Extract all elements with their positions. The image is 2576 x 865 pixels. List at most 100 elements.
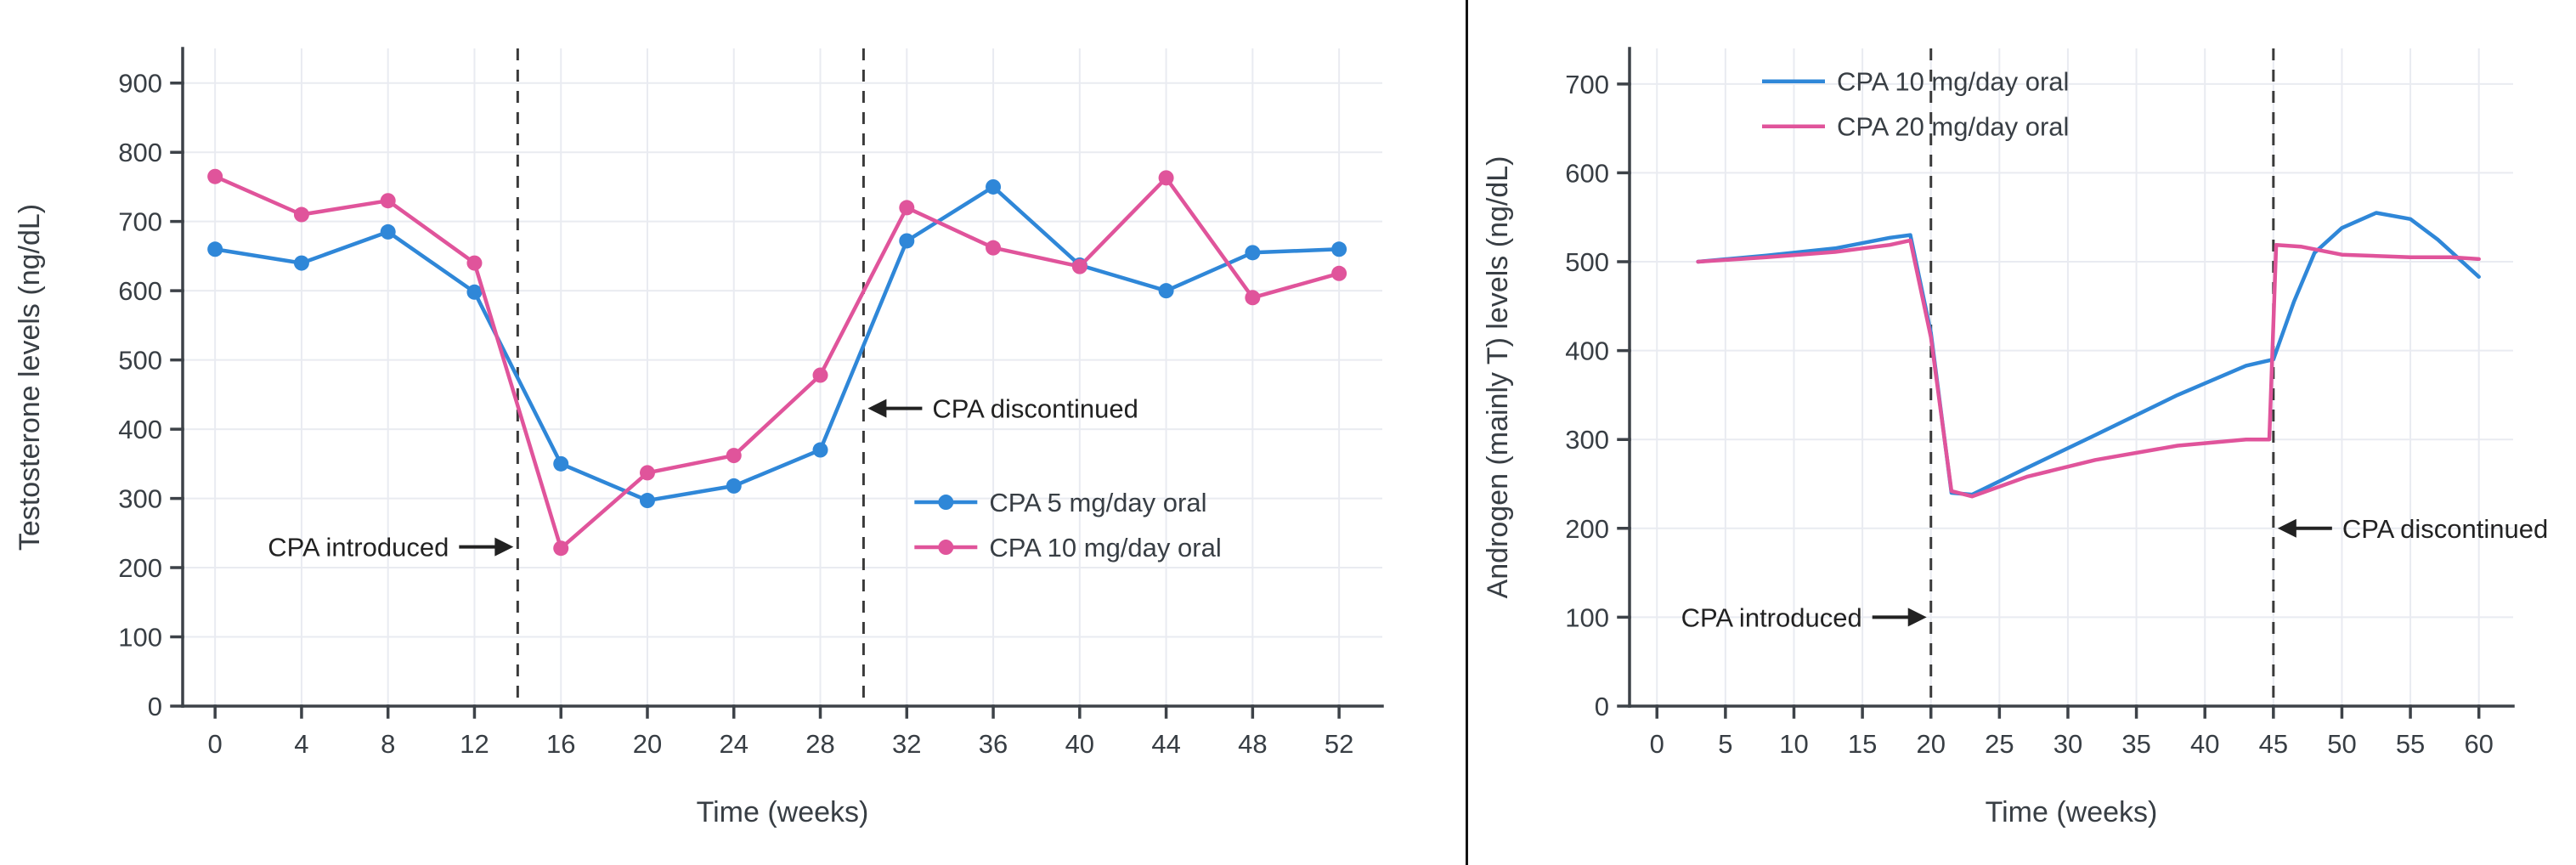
data-point-marker bbox=[1331, 265, 1347, 281]
y-tick-label: 600 bbox=[118, 276, 162, 306]
annotation-arrowhead bbox=[867, 399, 887, 418]
x-tick-label: 0 bbox=[208, 729, 223, 759]
y-tick-label: 900 bbox=[118, 69, 162, 99]
data-point-marker bbox=[812, 367, 828, 383]
data-point-marker bbox=[207, 168, 223, 184]
legend-item: CPA 20 mg/day oral bbox=[1762, 112, 2069, 142]
legend-item: CPA 5 mg/day oral bbox=[914, 488, 1206, 517]
legend-label: CPA 10 mg/day oral bbox=[1837, 67, 2069, 97]
x-tick-label: 60 bbox=[2464, 729, 2493, 759]
testosterone-chart-panel: 0 100 200 300 400 500 600 700 800 900 0 4 8 12 16 20 24 2… bbox=[14, 47, 1384, 828]
legend-label: CPA 10 mg/day oral bbox=[989, 533, 1221, 563]
series-line bbox=[1696, 238, 2481, 499]
data-point-marker bbox=[639, 465, 655, 481]
y-tick-label: 800 bbox=[118, 138, 162, 167]
x-tick-label: 15 bbox=[1848, 729, 1877, 759]
y-tick-label: 600 bbox=[1565, 158, 1609, 188]
y-tick-label: 400 bbox=[1565, 336, 1609, 366]
data-point-marker bbox=[1331, 241, 1347, 257]
data-point-marker bbox=[1245, 245, 1261, 261]
axes bbox=[1617, 47, 2515, 719]
tick-labels: 0 100 200 300 400 500 600 700 0 5 10 15 20 25 30 35 40 45… bbox=[1565, 70, 2494, 759]
data-point-marker bbox=[553, 540, 569, 557]
y-tick-label: 0 bbox=[1595, 692, 1609, 721]
x-tick-label: 5 bbox=[1718, 729, 1732, 759]
y-tick-label: 200 bbox=[118, 553, 162, 583]
data-point-marker bbox=[293, 255, 309, 271]
data-point-marker bbox=[380, 193, 396, 209]
x-tick-label: 32 bbox=[892, 729, 921, 759]
x-tick-label: 25 bbox=[1985, 729, 2014, 759]
data-point-marker bbox=[1071, 258, 1087, 274]
data-point-marker bbox=[553, 455, 569, 472]
y-tick-label: 0 bbox=[148, 692, 162, 721]
y-tick-label: 700 bbox=[1565, 70, 1609, 99]
data-point-marker bbox=[639, 493, 655, 509]
x-tick-label: 50 bbox=[2327, 729, 2356, 759]
data-point-marker bbox=[466, 255, 483, 271]
x-tick-label: 44 bbox=[1151, 729, 1180, 759]
legend-item: CPA 10 mg/day oral bbox=[1762, 67, 2069, 97]
annotation-label: CPA introduced bbox=[268, 533, 449, 563]
annotation-arrowhead bbox=[494, 537, 514, 557]
x-tick-label: 52 bbox=[1325, 729, 1353, 759]
x-tick-label: 12 bbox=[460, 729, 489, 759]
legend-label: CPA 20 mg/day oral bbox=[1837, 112, 2069, 142]
y-tick-label: 500 bbox=[1565, 247, 1609, 277]
x-tick-label: 45 bbox=[2259, 729, 2288, 759]
y-tick-label: 200 bbox=[1565, 514, 1609, 544]
data-point-marker bbox=[466, 284, 483, 300]
annotation: CPA introduced bbox=[268, 533, 514, 563]
x-tick-label: 36 bbox=[979, 729, 1008, 759]
annotation-label: CPA discontinued bbox=[2342, 514, 2548, 544]
y-tick-label: 500 bbox=[118, 346, 162, 376]
data-point-marker bbox=[207, 241, 223, 257]
x-tick-label: 8 bbox=[381, 729, 395, 759]
x-tick-label: 20 bbox=[633, 729, 662, 759]
y-tick-label: 700 bbox=[118, 207, 162, 237]
x-axis-title: Time (weeks) bbox=[697, 796, 869, 828]
data-point-marker bbox=[899, 233, 915, 249]
data-point-marker bbox=[812, 442, 828, 458]
legend: CPA 10 mg/day oral CPA 20 mg/day oral bbox=[1762, 67, 2069, 142]
annotation-arrowhead bbox=[1907, 608, 1927, 627]
y-tick-label: 100 bbox=[1565, 602, 1609, 632]
annotation: CPA discontinued bbox=[867, 394, 1138, 424]
x-tick-label: 24 bbox=[720, 729, 749, 759]
series-line bbox=[212, 184, 1342, 503]
data-point-marker bbox=[380, 223, 396, 240]
androgen-chart-panel: 0 100 200 300 400 500 600 700 0 5 10 15 20 25 30 35 40 45… bbox=[1468, 0, 2576, 865]
data-point-marker bbox=[293, 206, 309, 223]
y-axis-title: Androgen (mainly T) levels (ng/dL) bbox=[1482, 156, 1514, 599]
x-axis-title: Time (weeks) bbox=[1986, 796, 2158, 828]
annotation-label: CPA discontinued bbox=[932, 394, 1138, 424]
x-tick-label: 55 bbox=[2396, 729, 2425, 759]
data-point-marker bbox=[1245, 290, 1261, 306]
annotation: CPA discontinued bbox=[2277, 514, 2548, 544]
legend: CPA 5 mg/day oral CPA 10 mg/day oral bbox=[914, 488, 1222, 563]
data-point-marker bbox=[1158, 170, 1174, 186]
x-tick-label: 40 bbox=[1065, 729, 1094, 759]
x-tick-label: 48 bbox=[1238, 729, 1267, 759]
androgen-chart: 0 100 200 300 400 500 600 700 0 5 10 15 20 25 30 35 40 45… bbox=[1482, 47, 2548, 828]
y-tick-label: 300 bbox=[1565, 425, 1609, 455]
x-tick-label: 0 bbox=[1650, 729, 1664, 759]
legend-item: CPA 10 mg/day oral bbox=[914, 533, 1222, 563]
y-tick-label: 300 bbox=[118, 484, 162, 514]
axes bbox=[170, 47, 1384, 719]
annotation: CPA introduced bbox=[1681, 602, 1927, 632]
x-tick-label: 35 bbox=[2121, 729, 2150, 759]
data-point-marker bbox=[986, 240, 1002, 256]
legend-label: CPA 5 mg/day oral bbox=[989, 488, 1206, 517]
data-point-marker bbox=[1158, 283, 1174, 299]
x-tick-label: 28 bbox=[805, 729, 834, 759]
x-tick-label: 20 bbox=[1916, 729, 1945, 759]
series-line bbox=[1696, 211, 2481, 497]
legend-marker bbox=[938, 495, 954, 511]
x-tick-label: 40 bbox=[2190, 729, 2219, 759]
y-axis-title: Testosterone levels (ng/dL) bbox=[14, 204, 46, 551]
x-tick-label: 16 bbox=[546, 729, 575, 759]
